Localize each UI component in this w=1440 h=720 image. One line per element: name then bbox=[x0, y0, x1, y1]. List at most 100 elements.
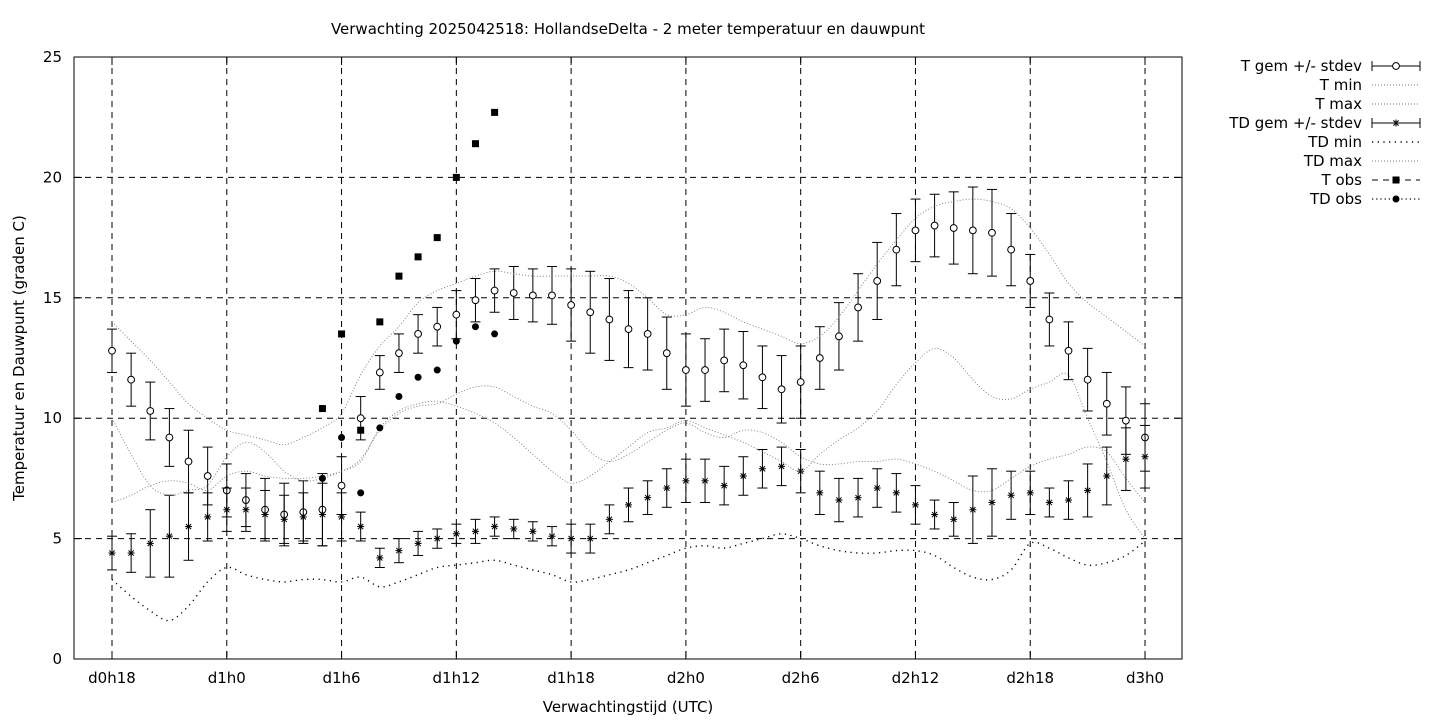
data-point bbox=[1007, 245, 1016, 254]
legend-label: TD obs bbox=[1309, 190, 1362, 208]
axes: d0h18 d1h0 d1h6 d1h12 d1h18 d2h0 d2h6 d2h12 d2h1… bbox=[43, 48, 1182, 687]
data-point bbox=[338, 513, 346, 521]
data-point bbox=[108, 346, 116, 355]
data-point bbox=[529, 527, 537, 535]
data-point bbox=[395, 272, 403, 280]
data-point bbox=[433, 366, 441, 374]
legend-item: TD obs bbox=[1309, 190, 1420, 208]
data-point bbox=[1045, 498, 1053, 506]
x-tick-label: d0h18 bbox=[88, 669, 136, 687]
data-point bbox=[1065, 496, 1072, 504]
data-point bbox=[797, 467, 805, 475]
legend-item: T obs bbox=[1321, 171, 1420, 189]
x-tick-label: d1h0 bbox=[208, 669, 246, 687]
data-point bbox=[777, 385, 786, 394]
legend-item: T gem +/- stdev bbox=[1240, 57, 1421, 75]
data-point bbox=[567, 535, 575, 543]
data-point bbox=[414, 253, 422, 261]
data-point bbox=[682, 366, 690, 374]
data-point bbox=[950, 515, 958, 523]
data-point bbox=[720, 356, 729, 365]
data-point bbox=[471, 140, 479, 148]
data-point bbox=[376, 424, 384, 432]
data-point bbox=[911, 501, 919, 509]
data-point bbox=[854, 303, 862, 312]
data-point bbox=[720, 482, 728, 490]
data-point bbox=[452, 310, 461, 319]
data-point bbox=[261, 511, 269, 519]
data-point bbox=[376, 318, 384, 326]
data-point bbox=[625, 501, 633, 509]
series-t-obs bbox=[318, 108, 499, 434]
data-point bbox=[892, 245, 901, 254]
data-point bbox=[586, 535, 594, 543]
data-point bbox=[854, 494, 862, 502]
data-point bbox=[892, 489, 900, 497]
legend-label: T max bbox=[1314, 95, 1362, 113]
data-point bbox=[146, 407, 155, 415]
data-point bbox=[146, 539, 154, 547]
series-line bbox=[111, 385, 1146, 503]
legend-label: T min bbox=[1319, 76, 1362, 94]
x-tick-label: d2h18 bbox=[1006, 669, 1054, 687]
data-point bbox=[873, 484, 881, 492]
data-point bbox=[127, 549, 135, 557]
data-point bbox=[337, 481, 346, 490]
data-point bbox=[338, 330, 346, 338]
data-point bbox=[663, 484, 671, 492]
legend-marker bbox=[1392, 176, 1400, 184]
data-point bbox=[185, 523, 193, 531]
data-point bbox=[988, 228, 996, 237]
data-point bbox=[796, 378, 805, 386]
data-point bbox=[414, 539, 422, 547]
x-tick-label: d2h6 bbox=[782, 669, 820, 687]
data-point bbox=[662, 349, 671, 358]
data-point bbox=[280, 515, 288, 523]
legend-label: TD gem +/- stdev bbox=[1228, 114, 1362, 132]
x-axis-label: Verwachtingstijd (UTC) bbox=[543, 698, 714, 716]
legend-label: TD min bbox=[1307, 133, 1362, 151]
data-point bbox=[701, 366, 709, 374]
data-point bbox=[758, 373, 767, 382]
data-point bbox=[357, 489, 365, 497]
data-point bbox=[586, 308, 595, 317]
series-line bbox=[111, 347, 1146, 539]
data-point bbox=[242, 506, 250, 514]
y-tick-label: 25 bbox=[43, 48, 62, 66]
legend-label: TD max bbox=[1303, 152, 1362, 170]
series-td-min bbox=[111, 533, 1146, 622]
data-point bbox=[375, 368, 384, 377]
data-point bbox=[509, 289, 518, 297]
data-point bbox=[318, 511, 326, 519]
data-point bbox=[414, 373, 422, 381]
data-point bbox=[318, 405, 326, 413]
data-point bbox=[433, 322, 442, 331]
legend-label: T obs bbox=[1321, 171, 1363, 189]
data-point bbox=[835, 332, 843, 341]
data-point bbox=[873, 277, 882, 285]
legend-marker bbox=[1392, 195, 1400, 203]
series-td-max bbox=[111, 347, 1146, 539]
series-line bbox=[111, 198, 1146, 446]
legend-item: T min bbox=[1319, 76, 1420, 94]
data-point bbox=[949, 224, 958, 232]
data-point bbox=[204, 513, 212, 521]
data-point bbox=[778, 462, 786, 470]
data-point bbox=[395, 349, 403, 358]
series-t-min bbox=[111, 385, 1146, 503]
y-tick-label: 5 bbox=[52, 530, 62, 548]
data-point bbox=[452, 337, 460, 345]
data-point bbox=[357, 523, 365, 531]
series-t-gem-stdev bbox=[107, 186, 1151, 547]
data-point bbox=[548, 532, 556, 540]
legend-marker bbox=[1392, 119, 1400, 127]
data-point bbox=[816, 489, 824, 497]
data-point bbox=[835, 496, 843, 504]
data-point bbox=[395, 393, 403, 401]
data-point bbox=[471, 323, 479, 331]
data-point bbox=[739, 472, 747, 480]
data-point bbox=[988, 498, 996, 506]
data-point bbox=[491, 330, 499, 338]
